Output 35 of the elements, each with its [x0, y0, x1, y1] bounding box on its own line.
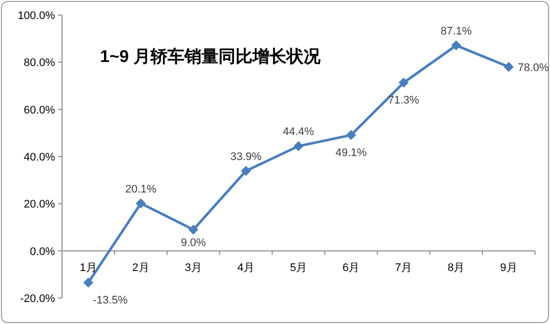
point	[136, 198, 146, 208]
x-tick-label: 8月	[448, 262, 465, 274]
data-label: 9.0%	[180, 236, 206, 249]
x-tick-label: 6月	[342, 262, 360, 274]
x-tick-label: 4月	[237, 262, 255, 274]
data-label: 20.1%	[125, 183, 157, 196]
point	[188, 224, 198, 235]
data-label: 87.1%	[440, 25, 472, 38]
x-tick-label: 2月	[132, 262, 150, 274]
data-label: 33.9%	[230, 150, 262, 163]
x-tick-label: 1月	[80, 262, 97, 274]
y-tick-label: -20.0%	[20, 293, 56, 305]
data-label: -13.5%	[92, 294, 128, 307]
point	[504, 62, 514, 72]
y-tick-label: 20.0%	[24, 198, 56, 211]
point	[294, 141, 304, 152]
data-label: 71.3%	[388, 94, 420, 107]
point	[346, 130, 356, 140]
y-tick-label: 60.0%	[24, 104, 56, 116]
y-tick-label: 100.0%	[18, 10, 56, 22]
data-label: 44.4%	[282, 126, 314, 138]
x-tick-label: 5月	[290, 262, 308, 274]
point	[398, 78, 409, 88]
y-tick-label: 0.0%	[30, 246, 56, 258]
point	[240, 166, 251, 176]
x-tick-label: 9月	[500, 262, 518, 274]
x-tick-label: 7月	[395, 262, 412, 274]
data-label: 49.1%	[335, 147, 367, 160]
y-tick-label: 40.0%	[24, 152, 56, 164]
point	[451, 40, 462, 50]
x-tick-label: 3月	[184, 262, 202, 274]
data-label: 78.0%	[518, 62, 550, 74]
y-tick-label: 80.0%	[24, 57, 56, 70]
point	[83, 278, 94, 288]
text: 1~9 月轿车销量同比增长状况	[100, 47, 322, 66]
